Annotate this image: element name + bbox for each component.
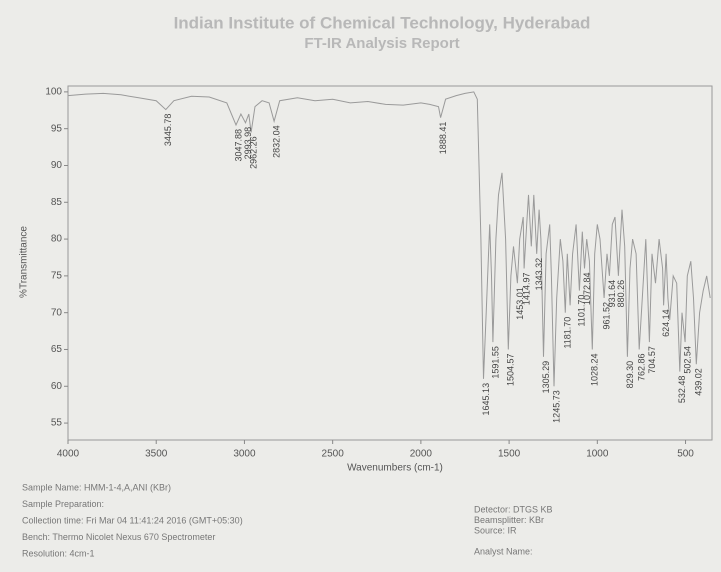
x-tick-label: 3000 [233,449,256,460]
peak-label: 1414.97 [521,273,531,306]
y-tick-label: 60 [51,381,63,392]
y-tick-label: 70 [51,307,63,318]
peak-label: 1101.70 [577,295,587,327]
peak-label: 1504.57 [506,353,516,386]
peak-label: 1245.73 [551,390,561,423]
y-tick-label: 90 [51,160,63,171]
y-tick-label: 95 [51,123,63,134]
x-tick-label: 1000 [586,449,609,460]
y-tick-label: 55 [51,418,63,429]
report-info: Collection time: Fri Mar 04 11:41:24 201… [22,515,243,525]
peak-label: 829.30 [625,361,635,389]
peak-label: 532.48 [677,376,687,404]
peak-label: 1305.29 [541,361,551,394]
peak-label: 931.64 [607,280,617,308]
peak-label: 1453.01 [515,287,525,320]
y-tick-label: 80 [51,234,63,245]
peak-label: 2993.98 [243,127,253,160]
peak-label: 880.26 [616,280,626,308]
peak-label: 762.86 [637,353,647,381]
chart-subtitle: FT-IR Analysis Report [304,35,459,52]
peak-label: 1888.41 [438,122,448,155]
chart-title: Indian Institute of Chemical Technology,… [174,13,591,32]
peak-label: 624.14 [661,309,671,337]
y-axis-label: %Transmittance [19,226,30,298]
report-info: Analyst Name: [474,546,533,556]
plot-frame [67,85,713,441]
x-tick-label: 4000 [57,449,80,460]
peak-label: 1343.32 [534,258,544,291]
x-tick-label: 1500 [498,449,521,460]
peak-label: 439.02 [694,368,704,396]
y-tick-label: 65 [51,344,63,355]
report-info: Sample Name: HMM-1-4,A,ANI (KBr) [22,482,171,492]
x-tick-label: 3500 [145,449,168,460]
report-info: Bench: Thermo Nicolet Nexus 670 Spectrom… [22,532,215,542]
y-tick-label: 100 [45,87,62,98]
x-tick-label: 500 [677,449,694,460]
peak-label: 1181.70 [563,317,573,349]
x-tick-label: 2500 [322,449,345,460]
peak-label: 1645.13 [481,383,491,416]
peak-label: 1591.55 [490,346,500,379]
x-tick-label: 2000 [410,449,433,460]
peak-label: 961.52 [601,302,611,330]
peak-label: 502.54 [682,346,692,374]
x-axis-label: Wavenumbers (cm-1) [347,463,443,474]
peak-label: 1028.24 [590,353,600,386]
report-info: Source: IR [474,525,517,535]
peak-label: 1072.84 [582,273,592,306]
report-info: Sample Preparation: [22,499,104,509]
y-tick-label: 75 [51,271,63,282]
report-info: Beamsplitter: KBr [474,515,544,525]
peak-label: 3047.88 [233,129,243,162]
peak-label: 2832.04 [271,125,281,158]
report-info: Resolution: 4cm-1 [22,548,95,558]
y-tick-label: 85 [51,197,63,208]
spectrum-line [67,91,711,387]
report-info: Detector: DTGS KB [474,504,553,514]
peak-label: 2962.26 [248,136,258,169]
peak-label: 3445.78 [163,114,173,147]
peak-label: 704.57 [647,346,657,374]
